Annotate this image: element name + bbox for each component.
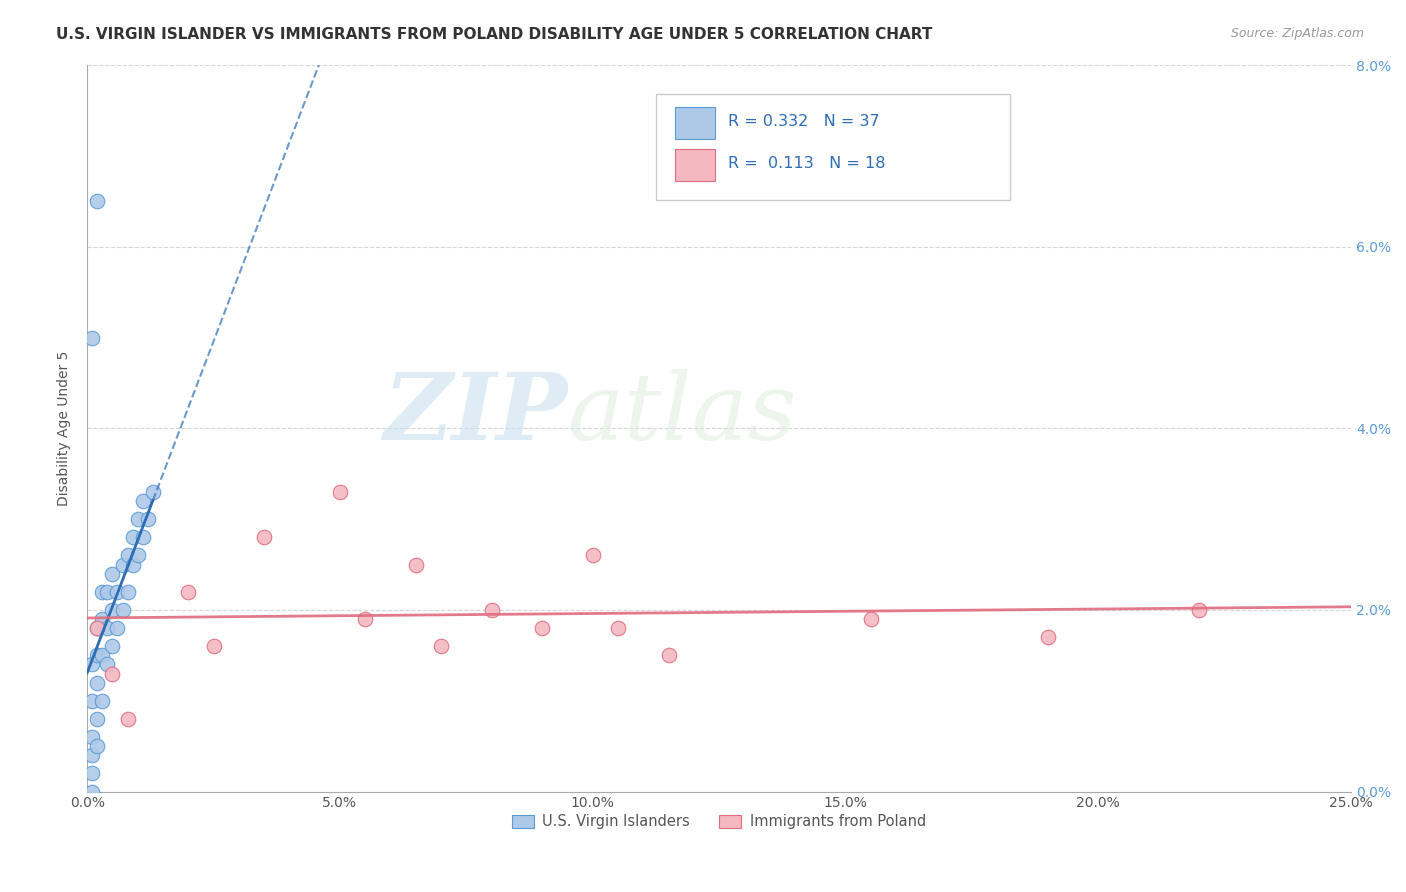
Point: [82, 330, 104, 344]
Point: [91, 648, 114, 663]
Point: [91, 584, 114, 599]
Point: [859, 612, 882, 626]
Point: [1188, 603, 1211, 617]
Point: [117, 712, 139, 726]
Point: [91, 612, 114, 626]
Text: Source: ZipAtlas.com: Source: ZipAtlas.com: [1230, 27, 1364, 40]
Point: [86, 648, 108, 663]
FancyBboxPatch shape: [675, 107, 716, 139]
Point: [82, 748, 104, 763]
FancyBboxPatch shape: [655, 95, 1010, 200]
Point: [111, 603, 134, 617]
Point: [136, 512, 159, 526]
Point: [121, 530, 143, 544]
Point: [96, 621, 118, 635]
Point: [101, 666, 124, 681]
Point: [117, 549, 139, 563]
Y-axis label: Disability Age Under 5: Disability Age Under 5: [58, 351, 72, 506]
Point: [107, 584, 129, 599]
Point: [101, 603, 124, 617]
Point: [607, 621, 630, 635]
Point: [82, 657, 104, 672]
Point: [657, 648, 679, 663]
Point: [96, 657, 118, 672]
Point: [101, 566, 124, 581]
Point: [329, 484, 352, 499]
Point: [127, 512, 149, 526]
Point: [86, 194, 108, 209]
Point: [107, 621, 129, 635]
Point: [82, 694, 104, 708]
Text: R =  0.113   N = 18: R = 0.113 N = 18: [728, 156, 886, 170]
Text: R = 0.332   N = 37: R = 0.332 N = 37: [728, 113, 880, 128]
Point: [142, 484, 165, 499]
Point: [91, 694, 114, 708]
Point: [354, 612, 377, 626]
Point: [253, 530, 276, 544]
Text: U.S. VIRGIN ISLANDER VS IMMIGRANTS FROM POLAND DISABILITY AGE UNDER 5 CORRELATIO: U.S. VIRGIN ISLANDER VS IMMIGRANTS FROM …: [56, 27, 932, 42]
Point: [430, 640, 453, 654]
Point: [127, 549, 149, 563]
Legend: U.S. Virgin Islanders, Immigrants from Poland: U.S. Virgin Islanders, Immigrants from P…: [506, 808, 932, 835]
Point: [86, 712, 108, 726]
Point: [96, 584, 118, 599]
Point: [132, 494, 155, 508]
Point: [132, 530, 155, 544]
Point: [481, 603, 503, 617]
FancyBboxPatch shape: [675, 149, 716, 181]
Point: [101, 640, 124, 654]
Point: [121, 558, 143, 572]
Point: [82, 766, 104, 780]
Point: [177, 584, 200, 599]
Point: [82, 784, 104, 798]
Point: [111, 558, 134, 572]
Text: ZIP: ZIP: [384, 368, 568, 458]
Point: [405, 558, 427, 572]
Point: [86, 675, 108, 690]
Point: [86, 739, 108, 754]
Point: [582, 549, 605, 563]
Point: [202, 640, 225, 654]
Point: [86, 621, 108, 635]
Text: atlas: atlas: [568, 368, 797, 458]
Point: [531, 621, 554, 635]
Point: [82, 730, 104, 744]
Point: [1036, 630, 1059, 644]
Point: [117, 584, 139, 599]
Point: [86, 621, 108, 635]
